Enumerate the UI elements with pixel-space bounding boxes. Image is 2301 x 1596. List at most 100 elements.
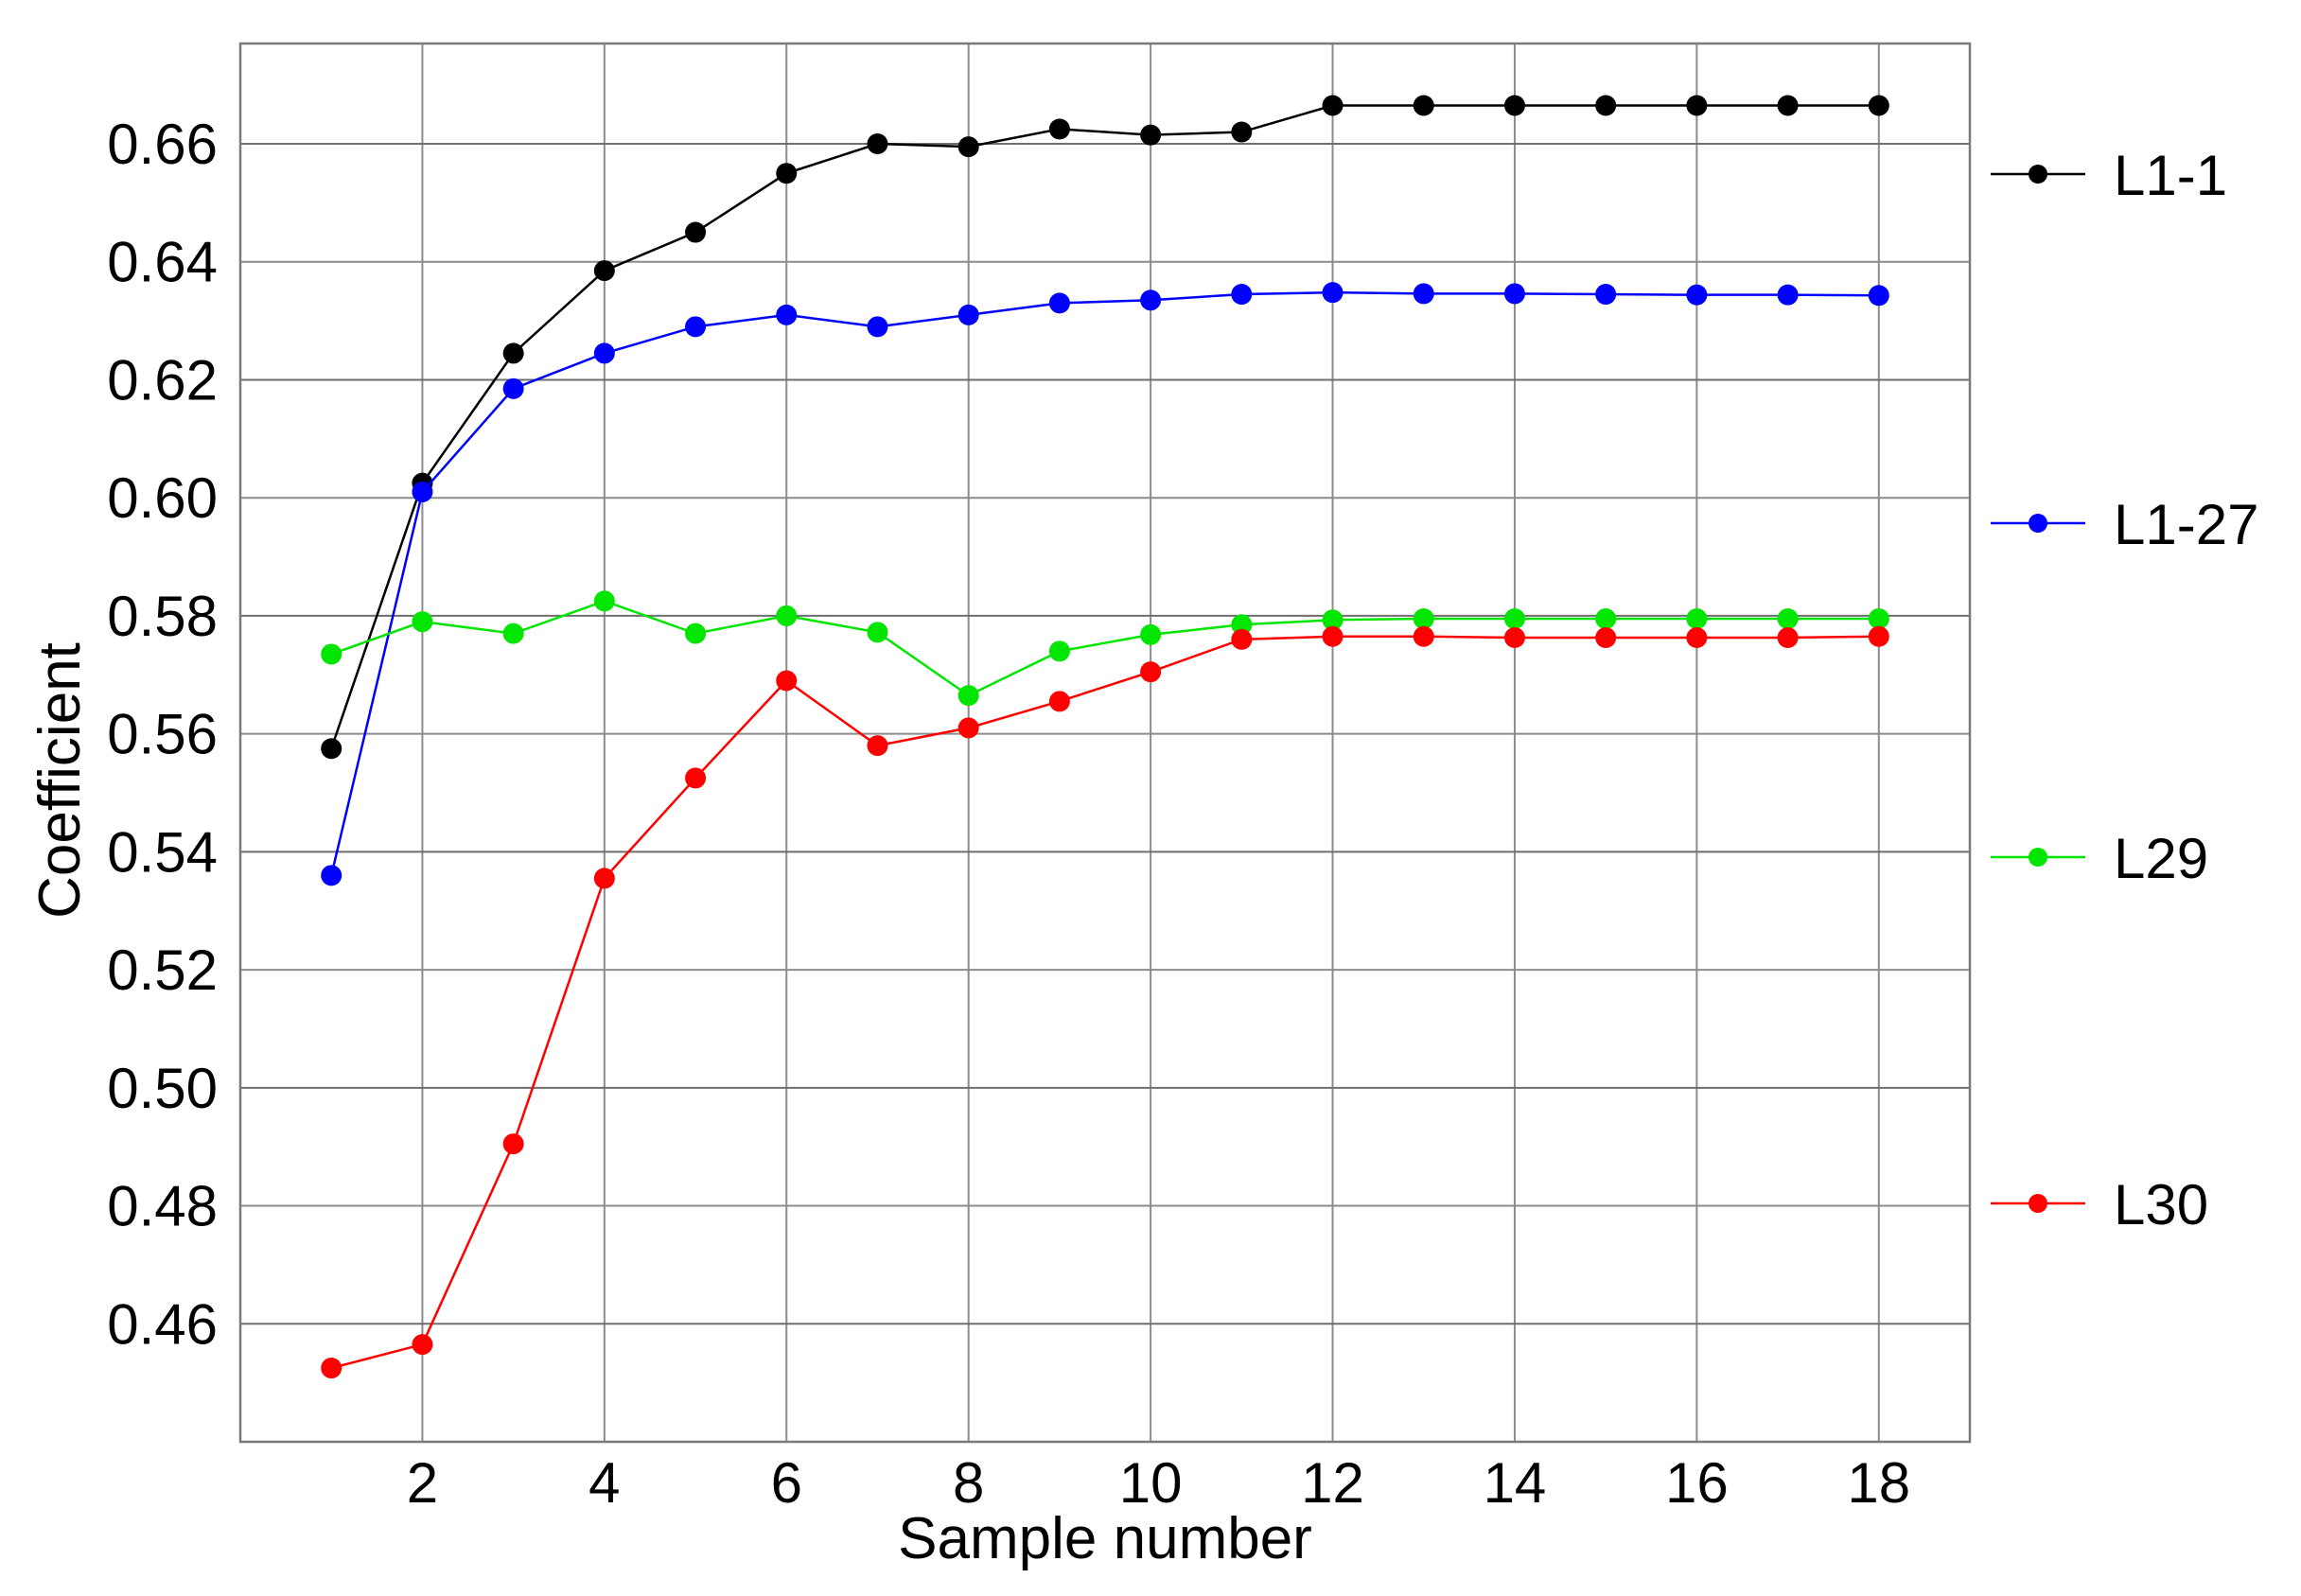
- legend-item-l30: L30: [1991, 1173, 2208, 1236]
- data-point: [1048, 640, 1070, 662]
- data-point: [321, 738, 343, 760]
- y-tick-label: 0.48: [107, 1175, 218, 1238]
- data-point: [1595, 608, 1617, 630]
- legend: L1-1 L1-27 L29 L30: [1991, 144, 2258, 1236]
- data-point: [1686, 608, 1708, 630]
- series-line: [329, 290, 1879, 876]
- data-point: [1503, 95, 1525, 116]
- data-point: [685, 316, 707, 338]
- x-tick-label: 6: [771, 1451, 802, 1515]
- data-point: [1231, 121, 1253, 143]
- data-point: [412, 481, 433, 502]
- data-point: [1868, 95, 1889, 116]
- data-point: [321, 865, 343, 886]
- data-point: [1595, 284, 1617, 306]
- data-point: [1868, 608, 1889, 630]
- data-point: [1777, 95, 1799, 116]
- legend-marker: [2029, 514, 2047, 533]
- data-point: [1413, 608, 1434, 630]
- data-point: [1413, 625, 1434, 647]
- data-point: [1048, 691, 1070, 712]
- data-point: [685, 221, 707, 243]
- data-point: [776, 163, 798, 184]
- y-tick-label: 0.50: [107, 1057, 218, 1120]
- series-line: [330, 635, 1879, 1370]
- x-tick-label: 8: [953, 1451, 984, 1515]
- data-point: [776, 605, 798, 626]
- data-point: [1503, 608, 1525, 630]
- data-point: [1322, 625, 1344, 647]
- data-point: [1413, 283, 1434, 305]
- series-lines: [321, 95, 1889, 1379]
- data-point: [1140, 124, 1162, 146]
- data-point: [321, 1358, 343, 1379]
- legend-label: L1-27: [2114, 493, 2258, 556]
- x-axis-ticks: 2 4 6 8 10 12 14 16 18: [407, 1451, 1910, 1515]
- data-point: [776, 304, 798, 325]
- data-point: [1140, 661, 1162, 683]
- data-point: [502, 377, 524, 399]
- data-point: [1140, 623, 1162, 645]
- data-point: [776, 670, 798, 692]
- data-point: [1777, 626, 1799, 648]
- y-axis-ticks: 0.46 0.48 0.50 0.52 0.54 0.56 0.58 0.60 0.62 0.64…: [107, 113, 218, 1356]
- x-tick-label: 10: [1119, 1451, 1183, 1515]
- data-point: [1231, 614, 1253, 636]
- x-tick-label: 12: [1301, 1451, 1364, 1515]
- data-point: [957, 685, 979, 707]
- series-l1-27: [321, 282, 1889, 886]
- series-l29: [321, 590, 1889, 707]
- grid: [240, 44, 1970, 1442]
- x-axis-title: Sample number: [898, 1506, 1312, 1571]
- series-l30: [321, 625, 1889, 1379]
- legend-marker: [2029, 848, 2047, 867]
- legend-label: L1-1: [2114, 144, 2227, 207]
- data-point: [1777, 284, 1799, 306]
- data-point: [1322, 609, 1344, 631]
- data-point: [1503, 283, 1525, 305]
- x-tick-label: 18: [1847, 1451, 1910, 1515]
- y-tick-label: 0.52: [107, 938, 218, 1002]
- data-point: [1777, 608, 1799, 630]
- data-point: [685, 767, 707, 789]
- data-point: [1686, 95, 1708, 116]
- data-point: [1413, 95, 1434, 116]
- legend-item-l1-27: L1-27: [1991, 493, 2258, 556]
- y-tick-label: 0.64: [107, 231, 218, 294]
- data-point: [1231, 628, 1253, 650]
- data-point: [593, 260, 615, 282]
- data-point: [1322, 95, 1344, 116]
- data-point: [1595, 626, 1617, 648]
- y-tick-label: 0.62: [107, 348, 218, 412]
- plot-area-frame: [238, 42, 1972, 1444]
- data-point: [1231, 284, 1253, 306]
- legend-label: L29: [2114, 827, 2208, 890]
- y-tick-label: 0.46: [107, 1292, 218, 1356]
- data-point: [412, 1334, 433, 1356]
- data-point: [957, 717, 979, 739]
- data-point: [1868, 285, 1889, 307]
- y-tick-label: 0.60: [107, 466, 218, 530]
- data-point: [321, 643, 343, 665]
- legend-label: L30: [2114, 1173, 2208, 1236]
- data-point: [867, 133, 888, 155]
- data-point: [957, 136, 979, 158]
- data-point: [1140, 289, 1162, 311]
- data-point: [593, 590, 615, 612]
- data-point: [1503, 626, 1525, 648]
- legend-marker: [2029, 1194, 2047, 1213]
- data-point: [412, 611, 433, 633]
- data-point: [1686, 626, 1708, 648]
- data-point: [1686, 284, 1708, 306]
- legend-item-l1-1: L1-1: [1991, 144, 2227, 207]
- data-point: [502, 342, 524, 364]
- y-tick-label: 0.58: [107, 585, 218, 648]
- series-line: [330, 600, 1879, 697]
- y-tick-label: 0.66: [107, 113, 218, 176]
- data-point: [867, 735, 888, 757]
- x-tick-label: 16: [1665, 1451, 1729, 1515]
- x-tick-label: 14: [1484, 1451, 1547, 1515]
- data-point: [593, 342, 615, 364]
- data-point: [1322, 282, 1344, 304]
